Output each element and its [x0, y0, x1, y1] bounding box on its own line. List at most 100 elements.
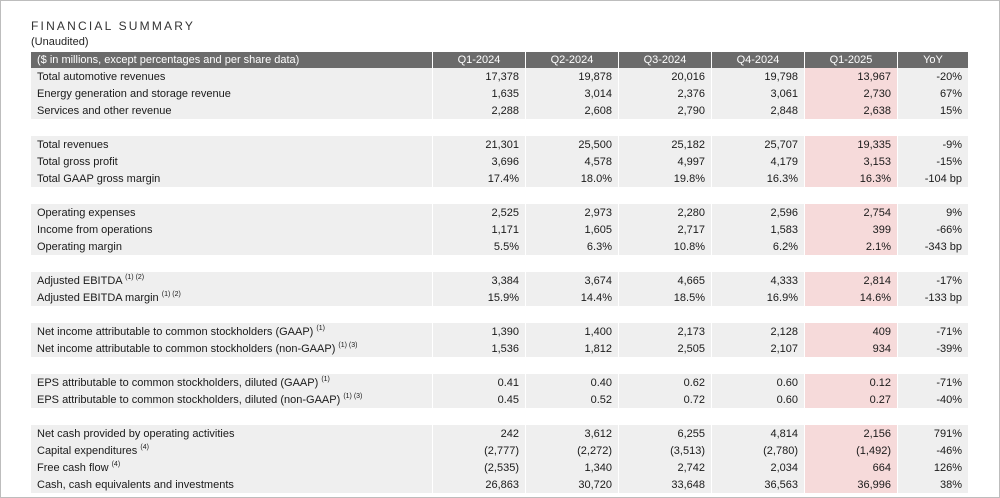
- cell-q1-2024: 2,288: [433, 102, 526, 119]
- table-row: Cash, cash equivalents and investments 26…: [31, 476, 969, 493]
- table-row: Total automotive revenues 17,378 19,878 20,…: [31, 68, 969, 85]
- cell-q4-2024: 2,596: [712, 204, 805, 221]
- cell-q1-2025: 14.6%: [805, 289, 898, 306]
- table-row: Income from operations 1,171 1,605 2,717 1,5…: [31, 221, 969, 238]
- row-label: Net cash provided by operating activitie…: [31, 425, 433, 442]
- cell-q3-2024: 0.62: [619, 374, 712, 391]
- cell-q4-2024: 6.2%: [712, 238, 805, 255]
- row-label-text: Energy generation and storage revenue: [37, 87, 231, 100]
- spacer-cell: [31, 119, 969, 136]
- spacer-cell: [31, 357, 969, 374]
- cell-q1-2025: 2,754: [805, 204, 898, 221]
- footnote-marker: (1) (2): [161, 290, 181, 298]
- cell-q1-2025: 399: [805, 221, 898, 238]
- cell-q3-2024: 10.8%: [619, 238, 712, 255]
- cell-q2-2024: 1,812: [526, 340, 619, 357]
- footnote-marker: (1): [321, 375, 330, 383]
- cell-q2-2024: 2,608: [526, 102, 619, 119]
- cell-q1-2024: 3,696: [433, 153, 526, 170]
- table-header-row: ($ in millions, except percentages and p…: [31, 52, 969, 68]
- spacer-row: [31, 119, 969, 136]
- cell-q1-2024: 17.4%: [433, 170, 526, 187]
- table-row: Free cash flow (4) (2,535) 1,340 2,742 2,034…: [31, 459, 969, 476]
- table-row: Operating margin 5.5% 6.3% 10.8% 6.2% 2.1% -34…: [31, 238, 969, 255]
- cell-q4-2024: 36,563: [712, 476, 805, 493]
- cell-q3-2024: 4,997: [619, 153, 712, 170]
- cell-yoy: 9%: [898, 204, 969, 221]
- cell-q1-2024: 21,301: [433, 136, 526, 153]
- cell-q2-2024: 0.40: [526, 374, 619, 391]
- footnote-marker: (1): [316, 324, 325, 332]
- cell-q2-2024: 30,720: [526, 476, 619, 493]
- row-label: Net income attributable to common stockh…: [31, 340, 433, 357]
- cell-q1-2024: 17,378: [433, 68, 526, 85]
- row-label: Adjusted EBITDA margin (1) (2): [31, 289, 433, 306]
- row-label-text: Income from operations: [37, 223, 153, 236]
- footnote-marker: (4): [140, 443, 149, 451]
- spacer-row: [31, 255, 969, 272]
- cell-q2-2024: 18.0%: [526, 170, 619, 187]
- cell-q4-2024: 0.60: [712, 374, 805, 391]
- cell-q1-2025: 2,638: [805, 102, 898, 119]
- header-q4-2024: Q4-2024: [712, 52, 805, 68]
- cell-q2-2024: 3,014: [526, 85, 619, 102]
- cell-q3-2024: 25,182: [619, 136, 712, 153]
- cell-yoy: -66%: [898, 221, 969, 238]
- row-label: Total GAAP gross margin: [31, 170, 433, 187]
- cell-q1-2025: 934: [805, 340, 898, 357]
- cell-q1-2024: 1,390: [433, 323, 526, 340]
- cell-q4-2024: 16.3%: [712, 170, 805, 187]
- spacer-cell: [31, 306, 969, 323]
- cell-q1-2025: 36,996: [805, 476, 898, 493]
- row-label-text: EPS attributable to common stockholders,…: [37, 393, 341, 406]
- cell-q4-2024: 4,179: [712, 153, 805, 170]
- row-label-text: Total gross profit: [37, 155, 118, 168]
- cell-q1-2024: 26,863: [433, 476, 526, 493]
- cell-yoy: 791%: [898, 425, 969, 442]
- cell-yoy: -133 bp: [898, 289, 969, 306]
- cell-q4-2024: 16.9%: [712, 289, 805, 306]
- page-subtitle: (Unaudited): [31, 36, 89, 48]
- row-label-text: Net income attributable to common stockh…: [37, 325, 314, 338]
- footnote-marker: (1) (3): [343, 392, 363, 400]
- header-q3-2024: Q3-2024: [619, 52, 712, 68]
- cell-yoy: -343 bp: [898, 238, 969, 255]
- cell-q1-2025: 2,156: [805, 425, 898, 442]
- row-label-text: Total GAAP gross margin: [37, 172, 161, 185]
- cell-q1-2024: 5.5%: [433, 238, 526, 255]
- row-label-text: Adjusted EBITDA: [37, 274, 122, 287]
- cell-q4-2024: 2,034: [712, 459, 805, 476]
- header-q1-2025: Q1-2025: [805, 52, 898, 68]
- cell-q3-2024: 2,280: [619, 204, 712, 221]
- cell-q3-2024: 33,648: [619, 476, 712, 493]
- cell-yoy: -46%: [898, 442, 969, 459]
- spacer-row: [31, 357, 969, 374]
- cell-q3-2024: (3,513): [619, 442, 712, 459]
- cell-q3-2024: 2,742: [619, 459, 712, 476]
- cell-yoy: -71%: [898, 323, 969, 340]
- table-row: Total gross profit 3,696 4,578 4,997 4,179 3,…: [31, 153, 969, 170]
- spacer-row: [31, 408, 969, 425]
- table-row: Services and other revenue 2,288 2,608 2,79…: [31, 102, 969, 119]
- cell-q2-2024: 1,400: [526, 323, 619, 340]
- cell-q2-2024: 3,674: [526, 272, 619, 289]
- table-row: Capital expenditures (4) (2,777) (2,272) (3…: [31, 442, 969, 459]
- cell-q1-2024: (2,535): [433, 459, 526, 476]
- row-label-text: Operating margin: [37, 240, 122, 253]
- table-row: Total revenues 21,301 25,500 25,182 25,707 19…: [31, 136, 969, 153]
- cell-q1-2025: 13,967: [805, 68, 898, 85]
- cell-q1-2025: 0.27: [805, 391, 898, 408]
- row-label: Operating margin: [31, 238, 433, 255]
- cell-yoy: 67%: [898, 85, 969, 102]
- cell-q3-2024: 2,173: [619, 323, 712, 340]
- row-label: Total automotive revenues: [31, 68, 433, 85]
- cell-q4-2024: 2,107: [712, 340, 805, 357]
- table-row: Adjusted EBITDA (1) (2) 3,384 3,674 4,665 4,…: [31, 272, 969, 289]
- cell-q2-2024: 19,878: [526, 68, 619, 85]
- cell-q3-2024: 2,717: [619, 221, 712, 238]
- cell-q1-2024: 242: [433, 425, 526, 442]
- row-label: Free cash flow (4): [31, 459, 433, 476]
- cell-q1-2024: 1,536: [433, 340, 526, 357]
- row-label-text: Capital expenditures: [37, 444, 138, 457]
- row-label: EPS attributable to common stockholders,…: [31, 374, 433, 391]
